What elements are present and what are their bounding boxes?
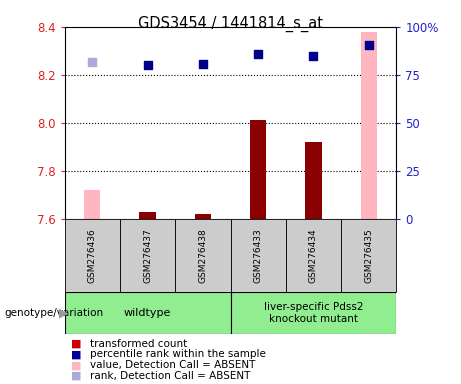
Text: ■: ■ — [71, 349, 82, 359]
Bar — [120, 219, 175, 292]
Text: genotype/variation: genotype/variation — [5, 308, 104, 318]
Text: GSM276434: GSM276434 — [309, 228, 318, 283]
Text: ■: ■ — [71, 339, 82, 349]
Point — [310, 53, 317, 59]
Bar — [139, 212, 156, 219]
Text: GSM276433: GSM276433 — [254, 228, 263, 283]
Bar — [65, 292, 230, 334]
Bar — [84, 190, 100, 219]
Point — [254, 51, 262, 58]
Text: GSM276436: GSM276436 — [88, 228, 97, 283]
Point — [199, 61, 207, 67]
Bar — [305, 142, 322, 219]
Bar — [230, 292, 396, 334]
Text: liver-specific Pdss2
knockout mutant: liver-specific Pdss2 knockout mutant — [264, 302, 363, 324]
Text: transformed count: transformed count — [90, 339, 187, 349]
Bar — [361, 32, 377, 219]
Text: wildtype: wildtype — [124, 308, 171, 318]
Text: ■: ■ — [71, 371, 82, 381]
Text: GSM276435: GSM276435 — [364, 228, 373, 283]
Bar — [195, 214, 211, 219]
Point — [89, 59, 96, 65]
Text: GSM276438: GSM276438 — [198, 228, 207, 283]
Text: GSM276437: GSM276437 — [143, 228, 152, 283]
Bar — [230, 219, 286, 292]
Bar — [65, 219, 120, 292]
Text: rank, Detection Call = ABSENT: rank, Detection Call = ABSENT — [90, 371, 250, 381]
Text: ■: ■ — [71, 360, 82, 370]
Text: value, Detection Call = ABSENT: value, Detection Call = ABSENT — [90, 360, 255, 370]
Bar — [250, 121, 266, 219]
Text: percentile rank within the sample: percentile rank within the sample — [90, 349, 266, 359]
Bar — [341, 219, 396, 292]
Bar — [286, 219, 341, 292]
Point — [365, 42, 372, 48]
Bar — [175, 219, 230, 292]
Text: ▶: ▶ — [59, 306, 68, 319]
Point — [144, 62, 151, 68]
Text: GDS3454 / 1441814_s_at: GDS3454 / 1441814_s_at — [138, 15, 323, 31]
